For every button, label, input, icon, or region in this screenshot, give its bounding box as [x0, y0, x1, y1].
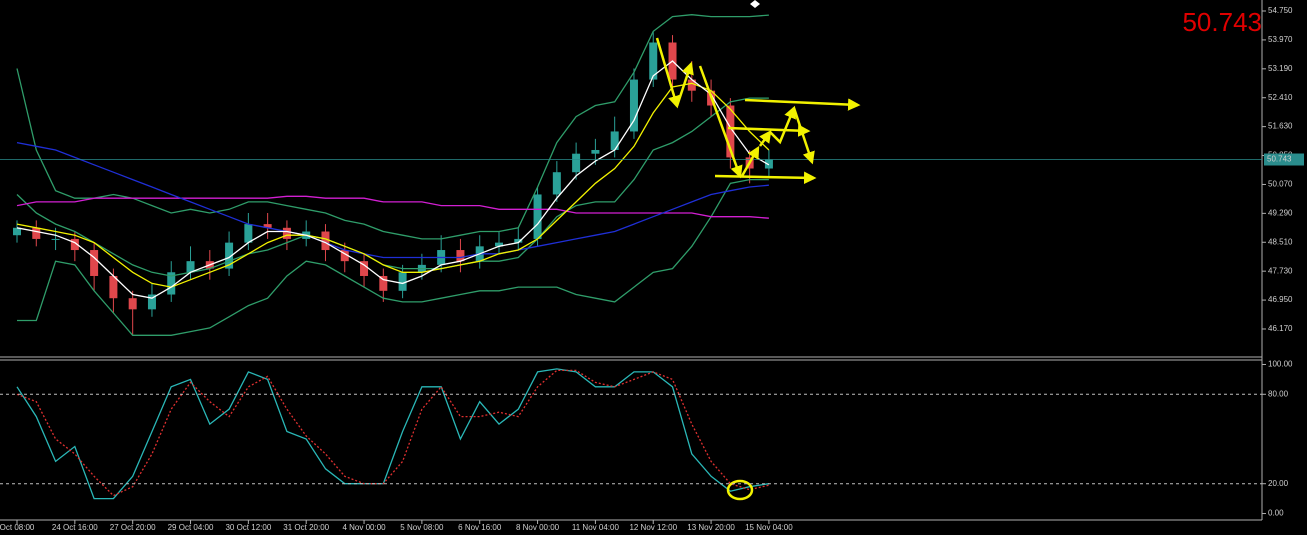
candle-body [552, 172, 561, 195]
candle-body [340, 250, 349, 262]
candle-body [533, 194, 542, 239]
price-box [1264, 153, 1304, 166]
series-line [16, 369, 770, 497]
x-tick-label: 15 Nov 04:00 [745, 523, 793, 532]
x-tick-label: 4 Nov 00:00 [342, 523, 386, 532]
series-line [16, 82, 770, 288]
y-tick-label: 0.00 [1268, 509, 1284, 518]
candle-body [495, 242, 503, 247]
marker [750, 0, 760, 8]
candle-body [398, 272, 407, 291]
current-price: 50.743 [1182, 7, 1262, 37]
candle-body [764, 159, 773, 169]
y-tick-label: 46.170 [1268, 324, 1293, 333]
x-tick-label: 6 Nov 16:00 [458, 523, 502, 532]
x-tick-label: 27 Oct 20:00 [110, 523, 156, 532]
series-line [16, 14, 769, 240]
x-tick-label: Oct 08:00 [0, 523, 35, 532]
candle-body [128, 298, 137, 310]
series-line [16, 141, 769, 259]
candle-body [167, 272, 176, 295]
candle-body [13, 227, 21, 236]
series-line [16, 60, 770, 299]
candle-body [379, 275, 388, 291]
y-tick-label: 47.730 [1268, 266, 1293, 275]
highlight-circle [726, 479, 754, 501]
candle-body [321, 231, 330, 251]
y-tick-label: 50.070 [1268, 180, 1293, 189]
arrow [769, 105, 796, 145]
arrow [740, 145, 760, 177]
x-tick-label: 12 Nov 12:00 [629, 523, 677, 532]
y-tick-label: 100.00 [1268, 360, 1293, 369]
candle-body [649, 42, 658, 80]
arrow [744, 98, 861, 111]
series-line [16, 97, 769, 277]
x-tick-label: 11 Nov 04:00 [572, 523, 620, 532]
candle-body [629, 79, 638, 132]
candle-body [282, 227, 291, 239]
y-tick-label: 51.630 [1268, 122, 1293, 131]
y-tick-label: 53.190 [1268, 64, 1293, 73]
series-line [16, 368, 769, 500]
candle-body [225, 242, 234, 269]
candle-body [591, 149, 600, 154]
arrow [655, 37, 681, 109]
candle-body [244, 224, 253, 243]
y-tick-label: 20.00 [1268, 479, 1289, 488]
arrow [758, 129, 772, 147]
y-tick-label: 54.750 [1268, 6, 1293, 15]
series-line [16, 195, 769, 219]
candle-body [687, 79, 696, 91]
candle-body [70, 238, 79, 251]
candle-body [186, 261, 195, 273]
x-tick-label: 13 Nov 20:00 [687, 523, 735, 532]
candle-body [514, 238, 523, 243]
candle-body [263, 224, 272, 228]
candle-body [109, 275, 118, 299]
x-tick-label: 31 Oct 20:00 [283, 523, 329, 532]
series-line [17, 178, 769, 336]
y-tick-label: 49.290 [1268, 208, 1293, 217]
candle-body [147, 294, 156, 310]
candle-body [90, 250, 99, 276]
x-tick-label: 5 Nov 08:00 [400, 523, 444, 532]
x-tick-label: 24 Oct 16:00 [52, 523, 98, 532]
y-tick-label: 53.970 [1268, 35, 1293, 44]
candle-body [32, 227, 41, 239]
y-tick-label: 48.510 [1268, 237, 1293, 246]
arrow [714, 171, 817, 185]
arrow [698, 65, 743, 179]
candle-body [51, 238, 60, 240]
candle-body [360, 261, 369, 276]
x-tick-label: 29 Oct 04:00 [168, 523, 214, 532]
y-tick-label: 52.410 [1268, 93, 1293, 102]
x-tick-label: 8 Nov 00:00 [516, 523, 560, 532]
y-tick-label: 80.00 [1268, 389, 1289, 398]
y-tick-label: 46.950 [1268, 295, 1293, 304]
arrow [675, 61, 694, 107]
price-label: 50.743 [1267, 155, 1292, 164]
annotations [655, 37, 861, 501]
arrow [727, 124, 811, 137]
candle-body [456, 250, 465, 262]
candle-body [572, 153, 581, 173]
candle-body [726, 105, 735, 158]
x-tick-label: 30 Oct 12:00 [225, 523, 271, 532]
candle-body [610, 131, 619, 150]
